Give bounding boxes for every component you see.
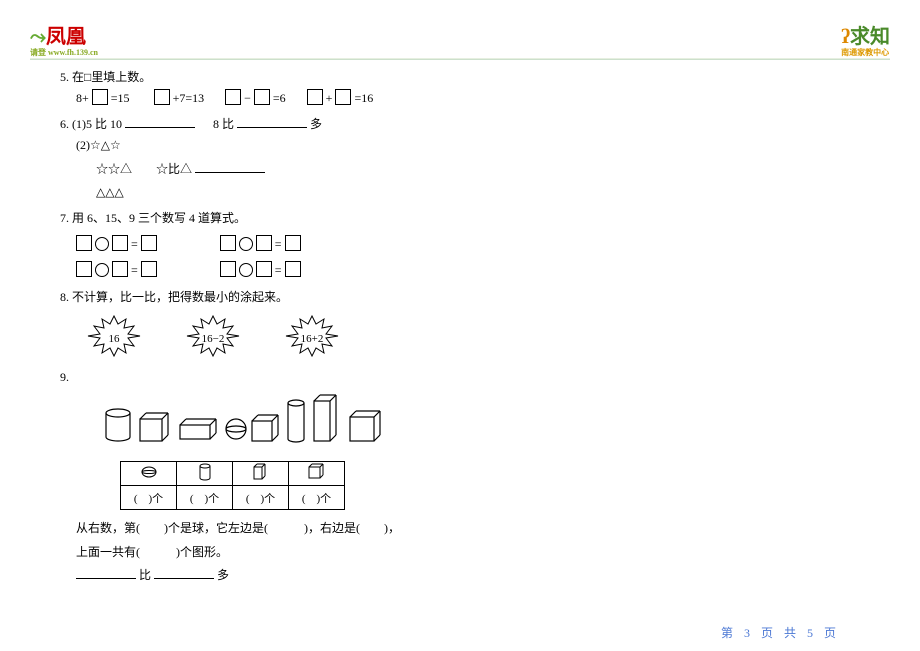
page-footer: 第 3 页 共 5 页 xyxy=(721,624,840,641)
starburst-label: 16 xyxy=(86,330,142,349)
q9-line1: 从右数，第( )个是球，它左边是( )，右边是( )， xyxy=(76,518,860,538)
table-row xyxy=(121,462,345,486)
equation-template: = xyxy=(76,260,157,280)
starburst-label: 16−2 xyxy=(185,330,241,349)
logo-right-main: 求知 xyxy=(850,26,890,48)
box-icon xyxy=(220,261,236,277)
box-icon xyxy=(141,235,157,251)
box-icon xyxy=(285,235,301,251)
logo-right-sub: 南通家教中心 xyxy=(841,47,890,58)
header-divider xyxy=(30,58,890,60)
q7-row1: = = xyxy=(76,234,860,254)
table-cell-icon xyxy=(121,462,177,486)
circle-op-icon xyxy=(95,237,109,251)
page-header: ⤳凤凰 请登 www.fh.139.cn ʔ求知 南通家教中心 xyxy=(30,20,890,60)
circle-op-icon xyxy=(239,237,253,251)
q8-title: 8. 不计算，比一比，把得数最小的涂起来。 xyxy=(60,288,860,305)
box-icon xyxy=(307,89,323,105)
blank xyxy=(237,114,307,128)
starburst-label: 16+2 xyxy=(284,330,340,349)
table-cell: ( )个 xyxy=(289,486,345,510)
box-icon xyxy=(92,89,108,105)
table-row: ( )个 ( )个 ( )个 ( )个 xyxy=(121,486,345,510)
logo-right-swoosh-icon: ʔ xyxy=(841,26,850,48)
q9-line2: 上面一共有( )个图形。 xyxy=(76,542,860,562)
q9-line3: 比 多 xyxy=(76,565,860,585)
blank xyxy=(76,565,136,579)
q6-line1b: 8 比 xyxy=(213,117,234,131)
q6-line3b: ☆比△ xyxy=(156,162,192,176)
box-icon xyxy=(112,261,128,277)
table-cell-icon xyxy=(289,462,345,486)
q5-item-4: + =16 xyxy=(307,91,374,105)
q6-line3: ☆☆△ ☆比△ xyxy=(96,159,860,179)
box-icon xyxy=(112,235,128,251)
q9-shapes xyxy=(100,393,860,453)
blank xyxy=(195,159,265,173)
blank xyxy=(154,565,214,579)
starburst-icon: 16 xyxy=(86,314,142,358)
box-icon xyxy=(76,235,92,251)
q6-line2: (2)☆△☆ xyxy=(76,135,860,155)
q9-count-table: ( )个 ( )个 ( )个 ( )个 xyxy=(120,461,345,510)
box-icon xyxy=(285,261,301,277)
q9-line3b: 比 xyxy=(139,568,151,582)
table-cell: ( )个 xyxy=(177,486,233,510)
starburst-icon: 16+2 xyxy=(284,314,340,358)
table-cell-icon xyxy=(233,462,289,486)
shapes-row-icon xyxy=(100,393,420,449)
q9-title: 9. xyxy=(60,370,860,385)
box-icon xyxy=(335,89,351,105)
box-icon xyxy=(225,89,241,105)
table-cell: ( )个 xyxy=(121,486,177,510)
box-icon xyxy=(220,235,236,251)
q5-item-3: − =6 xyxy=(225,91,286,105)
equation-template: = xyxy=(76,234,157,254)
q6-line1a: 6. (1)5 比 10 xyxy=(60,117,122,131)
logo-right: ʔ求知 南通家教中心 xyxy=(841,20,890,58)
q5-item-2: +7=13 xyxy=(154,91,205,105)
starburst-icon: 16−2 xyxy=(185,314,241,358)
q6-line4: △△△ xyxy=(96,182,860,202)
logo-left-sub: 请登 www.fh.139.cn xyxy=(30,47,98,58)
circle-op-icon xyxy=(95,263,109,277)
blank xyxy=(125,114,195,128)
q7-row2: = = xyxy=(76,260,860,280)
content: 5. 在□里填上数。 8+ =15 +7=13 − =6 + =16 6. (1… xyxy=(60,68,860,586)
logo-left-bird-icon: ⤳ xyxy=(30,26,46,48)
q9-line3c: 多 xyxy=(217,568,229,582)
q5-items: 8+ =15 +7=13 − =6 + =16 xyxy=(76,88,860,108)
q8-bursts: 16 16−2 16+2 xyxy=(76,308,860,364)
q5-item-1: 8+ =15 xyxy=(76,91,130,105)
q6-line1c: 多 xyxy=(310,117,322,131)
q5-title: 5. 在□里填上数。 xyxy=(60,68,860,85)
box-icon xyxy=(141,261,157,277)
box-icon xyxy=(256,235,272,251)
box-icon xyxy=(76,261,92,277)
circle-op-icon xyxy=(239,263,253,277)
q7-title: 7. 用 6、15、9 三个数写 4 道算式。 xyxy=(60,209,860,226)
logo-left-main: 凤凰 xyxy=(46,26,86,48)
box-icon xyxy=(254,89,270,105)
box-icon xyxy=(256,261,272,277)
logo-left: ⤳凤凰 请登 www.fh.139.cn xyxy=(30,20,98,58)
table-cell-icon xyxy=(177,462,233,486)
q6-line1: 6. (1)5 比 10 8 比 多 xyxy=(60,114,860,132)
box-icon xyxy=(154,89,170,105)
equation-template: = xyxy=(220,234,301,254)
q6-line3a: ☆☆△ xyxy=(96,162,132,176)
table-cell: ( )个 xyxy=(233,486,289,510)
equation-template: = xyxy=(220,260,301,280)
